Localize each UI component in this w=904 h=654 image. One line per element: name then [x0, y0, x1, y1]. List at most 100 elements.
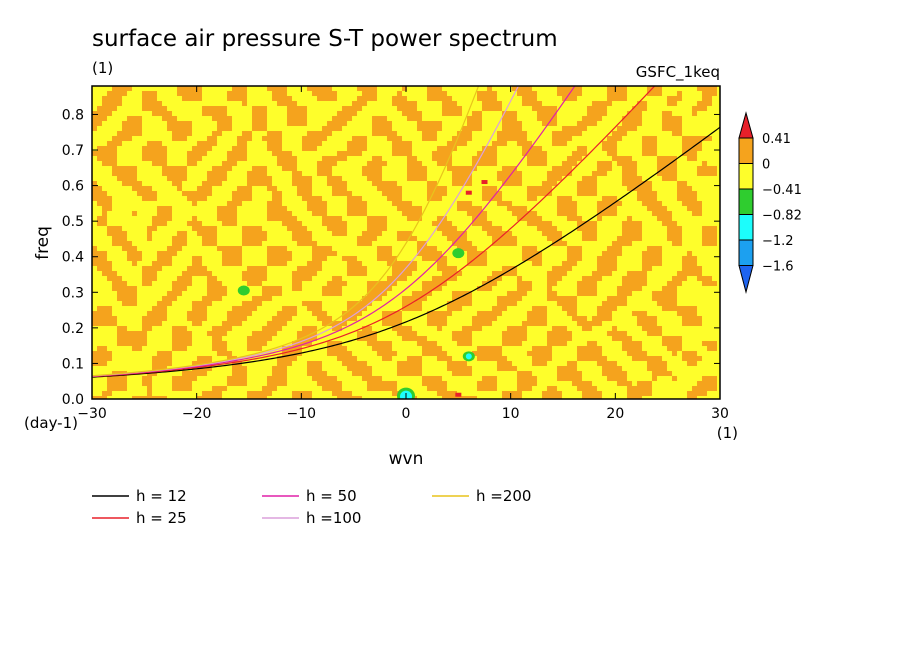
field-patch — [602, 366, 622, 371]
field-patch — [647, 206, 667, 211]
field-patch — [517, 286, 532, 291]
field-patch — [92, 361, 107, 366]
field-patch — [697, 381, 717, 386]
field-patch — [537, 111, 557, 116]
field-patch — [517, 381, 537, 386]
field-patch — [462, 126, 482, 131]
field-patch — [477, 91, 497, 96]
field-patch — [697, 276, 712, 281]
field-patch — [92, 261, 112, 266]
field-patch — [192, 226, 217, 231]
field-patch — [157, 301, 172, 306]
field-patch — [662, 306, 697, 311]
field-patch — [267, 141, 282, 146]
field-patch — [647, 366, 667, 371]
field-patch — [392, 101, 417, 106]
field-patch — [402, 86, 407, 91]
field-patch — [222, 221, 237, 226]
field-patch — [702, 96, 712, 101]
field-patch — [322, 291, 342, 296]
field-patch — [482, 376, 497, 381]
field-patch — [417, 126, 442, 131]
field-patch — [152, 216, 172, 221]
field-patch — [487, 86, 492, 91]
field-patch — [102, 271, 117, 276]
field-patch — [577, 351, 602, 356]
field-patch — [552, 166, 572, 171]
field-patch — [682, 316, 702, 321]
field-patch — [537, 116, 557, 121]
field-patch — [292, 181, 312, 186]
field-patch — [172, 286, 187, 291]
field-patch — [162, 296, 177, 301]
field-patch — [577, 146, 587, 151]
field-patch — [502, 391, 522, 396]
field-patch — [282, 351, 302, 356]
colorbar-bottom-arrow — [738, 265, 754, 294]
field-patch — [547, 176, 562, 181]
field-patch — [347, 271, 367, 276]
field-patch — [167, 176, 187, 181]
field-patch — [92, 121, 102, 126]
colorbar-band — [738, 137, 754, 164]
field-patch — [347, 201, 367, 206]
colorbar-label: 0.41 — [762, 132, 791, 147]
field-patch — [677, 181, 687, 186]
field-patch — [517, 141, 532, 146]
field-patch — [357, 236, 377, 241]
field-patch — [222, 256, 242, 261]
field-patch — [367, 341, 392, 346]
field-patch — [532, 306, 547, 311]
field-patch — [422, 281, 447, 286]
field-patch — [642, 146, 657, 151]
x-axis-unit: (1) — [717, 424, 738, 442]
field-patch — [107, 381, 127, 386]
field-patch — [187, 156, 202, 161]
field-patch — [412, 291, 432, 296]
field-patch — [207, 276, 217, 281]
field-patch — [677, 311, 697, 316]
field-patch — [597, 306, 617, 311]
field-patch — [242, 226, 262, 231]
colorbar-label: −1.6 — [762, 260, 794, 275]
field-patch — [527, 351, 552, 356]
field-patch — [672, 351, 677, 356]
field-patch — [442, 271, 462, 276]
x-tick-label: 10 — [502, 406, 520, 422]
field-patch — [502, 396, 522, 399]
field-patch — [277, 161, 297, 166]
field-patch — [377, 256, 397, 261]
field-patch — [192, 261, 202, 266]
field-patch — [662, 221, 677, 226]
field-patch — [92, 356, 112, 361]
field-patch — [437, 356, 452, 361]
field-patch — [267, 211, 292, 216]
field-patch — [222, 251, 242, 256]
field-patch — [327, 176, 342, 181]
field-patch — [272, 316, 292, 321]
field-patch — [322, 216, 342, 221]
field-patch — [427, 186, 447, 191]
field-patch — [132, 261, 137, 266]
field-patch — [327, 351, 352, 356]
field-patch — [547, 281, 557, 286]
field-patch — [637, 321, 657, 326]
field-patch — [92, 151, 117, 156]
field-patch — [142, 96, 157, 101]
field-patch — [552, 131, 582, 136]
field-patch — [692, 386, 717, 391]
field-patch — [202, 296, 222, 301]
field-patch — [147, 141, 162, 146]
field-patch — [482, 186, 497, 191]
field-patch — [397, 206, 422, 211]
field-patch — [247, 266, 267, 271]
field-patch — [222, 321, 242, 326]
field-patch — [172, 136, 187, 141]
field-patch — [362, 91, 377, 96]
field-patch — [692, 111, 697, 116]
field-patch — [367, 216, 387, 221]
colorbar-band — [738, 163, 754, 190]
field-patch — [287, 121, 307, 126]
legend-label: h = 25 — [136, 509, 187, 527]
field-patch — [492, 306, 507, 311]
